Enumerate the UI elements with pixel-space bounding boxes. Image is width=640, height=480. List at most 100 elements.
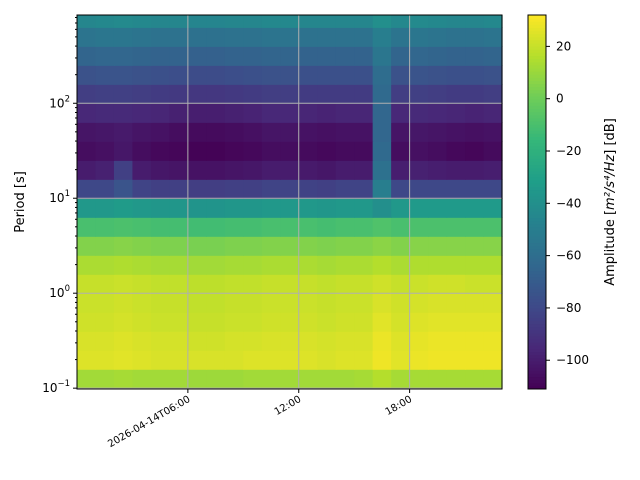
spectrogram-cell (77, 350, 97, 370)
colorbar-segment (528, 261, 546, 265)
spectrogram-cell (150, 46, 170, 66)
spectrogram-cell (150, 217, 170, 237)
spectrogram-cell (372, 274, 392, 294)
plot-frame (76, 14, 503, 390)
spectrogram-cell (317, 141, 337, 161)
spectrogram-cell (446, 14, 466, 28)
spectrogram-cell (261, 198, 281, 218)
spectrogram-cell (372, 27, 392, 47)
spectrogram-cell (224, 198, 244, 218)
colorbar-segment (528, 320, 546, 325)
y-tick-label: 100 (49, 284, 70, 300)
spectrogram-cell (77, 274, 97, 294)
spectrogram-cell (77, 46, 97, 66)
spectrogram-cell (409, 198, 429, 218)
spectrogram-cell (243, 65, 263, 85)
spectrogram-cell (354, 27, 374, 47)
spectrogram-cell (224, 274, 244, 294)
spectrogram-cell (465, 350, 485, 370)
spectrogram-cell (391, 255, 411, 275)
spectrogram-cell (77, 331, 97, 351)
spectrogram-cell (224, 160, 244, 180)
colorbar-segment (528, 367, 546, 371)
spectrogram-cell (465, 103, 485, 123)
spectrogram-cell (132, 350, 152, 370)
spectrogram-cell (113, 312, 134, 332)
spectrogram-cell (372, 14, 392, 28)
spectrogram-cell (169, 331, 189, 351)
spectrogram-cell (465, 84, 485, 104)
spectrogram-cell (372, 65, 392, 85)
spectrogram-cell (243, 198, 263, 218)
colorbar-segment (528, 99, 546, 103)
colorbar-segment (528, 58, 546, 63)
spectrogram-cell (298, 236, 318, 256)
colorbar-segment (528, 276, 546, 281)
spectrogram-cell (298, 293, 318, 313)
spectrogram-cell (113, 198, 134, 218)
spectrogram-cell (372, 331, 392, 351)
spectrogram-cell (132, 103, 152, 123)
spectrogram-cell (77, 14, 97, 28)
spectrogram-cell (169, 103, 189, 123)
spectrogram-cell (298, 65, 318, 85)
colorbar-segment (528, 177, 546, 181)
spectrogram-cell (298, 255, 318, 275)
colorbar-segment (528, 105, 546, 109)
spectrogram-cell (391, 198, 411, 218)
spectrogram-cell (280, 236, 300, 256)
spectrogram-cell (391, 236, 411, 256)
colorbar-segment (528, 130, 546, 134)
spectrogram-cell (465, 46, 485, 66)
spectrogram-cell (132, 84, 152, 104)
colorbar-segment (528, 226, 546, 231)
spectrogram-cell (391, 65, 411, 85)
spectrogram-cell (298, 46, 318, 66)
spectrogram-cell (335, 255, 355, 275)
spectrogram-cell (95, 331, 115, 351)
spectrogram-cell (335, 331, 355, 351)
spectrogram-cell (95, 84, 115, 104)
colorbar-segment (528, 329, 546, 334)
spectrogram-cell (187, 122, 207, 142)
spectrogram-cell (187, 217, 207, 237)
spectrogram-cell (243, 14, 263, 28)
spectrogram-cell (335, 369, 355, 389)
spectrogram-cell (483, 14, 503, 28)
spectrogram-cell (150, 14, 170, 28)
spectrogram-cell (483, 350, 503, 370)
spectrogram-cell (95, 350, 115, 370)
spectrogram-cell (372, 141, 392, 161)
spectrogram-cell (446, 255, 466, 275)
colorbar-tick-label: −100 (556, 353, 589, 367)
colorbar-segment (528, 64, 546, 69)
spectrogram-cell (280, 14, 300, 28)
spectrogram-cell (261, 217, 281, 237)
colorbar-tick-label: −60 (556, 249, 581, 263)
spectrogram-cell (335, 198, 355, 218)
spectrogram-cell (132, 255, 152, 275)
spectrogram-cell (335, 46, 355, 66)
colorbar-segment (528, 323, 546, 328)
colorbar-segment (528, 205, 546, 209)
spectrogram-cell (428, 65, 448, 85)
spectrogram-cell (132, 198, 152, 218)
spectrogram-cell (206, 350, 226, 370)
spectrogram-cell (446, 274, 466, 294)
colorbar-segment (528, 236, 546, 240)
colorbar-segment (528, 158, 546, 162)
spectrogram-cell (428, 312, 448, 332)
colorbar-segment (528, 86, 546, 91)
spectrogram-cell (409, 274, 429, 294)
spectrogram-cell (409, 65, 429, 85)
colorbar-segment (528, 155, 546, 159)
spectrogram-cell (465, 65, 485, 85)
colorbar-segment (528, 239, 546, 244)
colorbar-segment (528, 298, 546, 303)
colorbar-segment (528, 139, 546, 144)
spectrogram-cell (409, 255, 429, 275)
spectrogram-cell (150, 293, 170, 313)
spectrogram-cell (428, 293, 448, 313)
y-axis-label: Period [s] (13, 171, 28, 233)
